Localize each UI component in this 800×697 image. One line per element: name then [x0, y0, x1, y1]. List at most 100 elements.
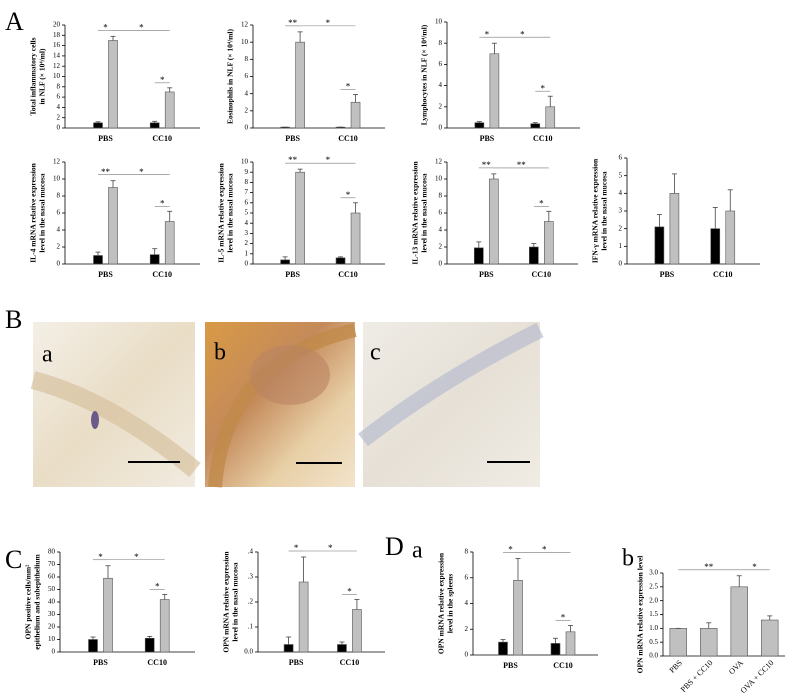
bar [88, 639, 98, 653]
panel-label: A [5, 7, 24, 36]
y-tick-label: 12 [241, 21, 249, 29]
y-tick-label: 20 [53, 21, 61, 29]
x-tick-label: OVA [727, 658, 745, 676]
y-tick-label: 8 [439, 192, 443, 200]
chart: 0 2 4 6 8 10 12 IL-13 mRNA relative expression l… [411, 158, 578, 279]
chart: 0.0 .1 .2 .3 .4 OPN mRNA relative expression l… [222, 543, 385, 667]
significance-label: ** [288, 155, 298, 165]
y-tick-label: 8 [245, 55, 249, 63]
significance-label: * [541, 83, 546, 93]
panel-label: a [412, 538, 423, 564]
y-tick-label: 0 [57, 260, 61, 268]
significance-label: * [294, 543, 299, 553]
x-tick-label: PBS [98, 134, 113, 143]
x-tick-label: PBS [668, 658, 684, 674]
x-tick-label: CC10 [553, 661, 573, 670]
y-tick-label: 2 [245, 106, 249, 114]
bar [350, 212, 361, 265]
y-tick-label: 2 [465, 625, 469, 633]
significance-label: * [346, 82, 351, 92]
panel-label: D [385, 532, 404, 561]
y-tick-label: .4 [248, 548, 254, 556]
bar [352, 609, 362, 653]
y-tick-label: 40 [48, 598, 56, 606]
significance-label: * [347, 587, 352, 597]
bar [295, 41, 305, 129]
y-axis-label: IL-13 mRNA relative expression [411, 161, 420, 265]
y-tick-label: 3.0 [649, 569, 658, 577]
y-tick-label: 4 [439, 226, 443, 234]
micrographs [30, 322, 544, 488]
tissue [250, 345, 330, 405]
bar [108, 40, 118, 129]
y-tick-label: 60 [48, 573, 56, 581]
y-tick-label: 8 [57, 192, 61, 200]
y-axis-label: level in the spleens [446, 574, 455, 633]
significance-label: ** [101, 167, 111, 177]
bar [730, 586, 748, 657]
bar [93, 122, 103, 129]
y-tick-label: 2 [57, 113, 61, 121]
y-tick-label: 8 [439, 39, 443, 47]
y-axis-label: IFN-γ mRNA relative expression [591, 158, 600, 263]
bar [337, 644, 347, 653]
y-axis-label: level in the nasal mucosa [38, 173, 47, 252]
bar [498, 641, 508, 656]
bar [295, 171, 305, 265]
bar [474, 122, 485, 129]
y-axis-label: OPN mRNA relative expression level [636, 556, 645, 674]
y-tick-label: 8 [245, 178, 249, 186]
bar [654, 226, 665, 265]
y-tick-label: 4 [57, 226, 61, 234]
y-tick-label: 0 [245, 260, 249, 268]
y-tick-label: 6 [57, 209, 61, 217]
bar [335, 257, 346, 265]
significance-label: * [103, 22, 108, 32]
y-tick-label: 2 [619, 224, 623, 232]
significance-label: * [346, 190, 351, 200]
y-tick-label: 0 [439, 124, 443, 132]
y-axis-label: OPN mRNA relative expression [222, 551, 231, 653]
y-tick-label: 10 [48, 635, 56, 643]
y-tick-label: 5 [619, 171, 623, 179]
y-tick-label: 20 [48, 623, 56, 631]
y-tick-label: 14 [53, 52, 61, 60]
chart: 0 2 4 6 8 10 12 14 16 18 20 Total inflammatory cell… [29, 21, 200, 143]
bar [544, 221, 554, 265]
bar [550, 643, 561, 656]
significance-label: ** [288, 18, 298, 28]
panel-label: B [5, 305, 22, 334]
y-tick-label: 2 [439, 102, 443, 110]
y-tick-label: .3 [248, 573, 254, 581]
y-tick-label: 80 [48, 548, 56, 556]
y-tick-label: .1 [248, 623, 254, 631]
y-tick-label: 10 [53, 175, 61, 183]
x-tick-label: PBS [289, 658, 304, 667]
y-axis-label: level in the nasal mucosa [420, 173, 429, 252]
y-tick-label: 2 [57, 243, 61, 251]
y-tick-label: 16 [53, 41, 61, 49]
y-axis-label: level in the nasal mucosa [231, 562, 240, 641]
y-tick-label: 2.5 [649, 582, 658, 590]
y-tick-label: 4 [619, 189, 623, 197]
y-tick-label: 0 [619, 260, 623, 268]
bar [283, 644, 294, 653]
y-tick-label: .2 [248, 598, 254, 606]
significance-label: * [542, 545, 547, 555]
chart: 0 2 4 6 8 10 Lymphocytes in NLF (× 10⁴/ml) PBS C… [420, 18, 580, 143]
y-axis-label: level in the nasal mucosa [226, 173, 235, 252]
chart: 0.0 0.5 1.0 1.5 2.0 2.5 3.0 OPN mRNA relative e… [636, 556, 785, 695]
y-tick-label: 3 [245, 229, 249, 237]
chart: 0 2 4 6 8 10 12 IL-4 mRNA relative expression le… [29, 158, 200, 279]
chart: 0 1 2 3 4 5 6 7 8 9 10 IL-5 mRNA relative expressio… [217, 155, 385, 279]
y-tick-label: 70 [48, 560, 56, 568]
y-tick-label: 8 [465, 548, 469, 556]
y-axis-label: epithelium and subepithelium [33, 554, 42, 650]
y-tick-label: 30 [48, 610, 56, 618]
y-tick-label: 4 [57, 103, 61, 111]
y-axis-label: level in the nasal mucosa [600, 171, 609, 250]
panel-label: b [622, 546, 634, 572]
y-tick-label: 7 [245, 188, 249, 196]
y-tick-label: 10 [435, 175, 443, 183]
